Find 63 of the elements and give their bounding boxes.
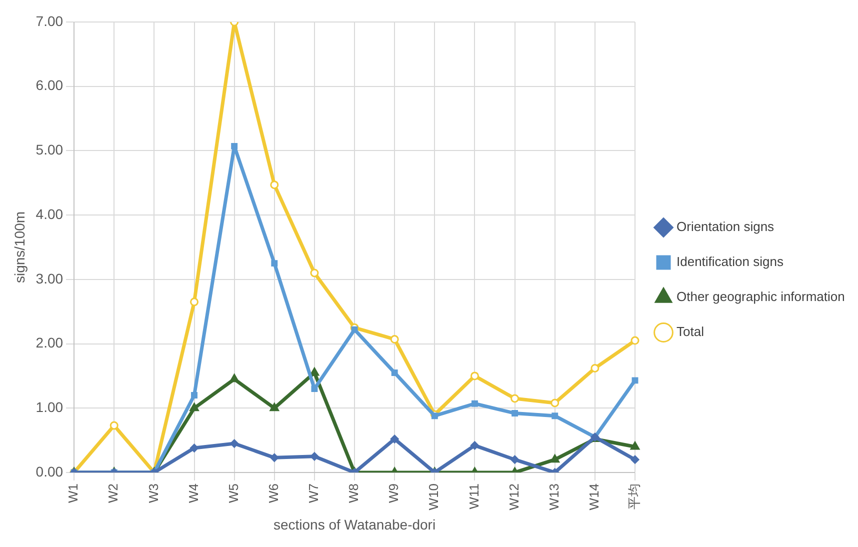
- x-tick-label: W10: [426, 483, 442, 510]
- x-tick-label: W6: [266, 483, 281, 503]
- legend-label: Other geographic information: [676, 289, 845, 304]
- point: [550, 454, 560, 463]
- point: [270, 180, 279, 190]
- y-tick-label: 7.00: [36, 12, 64, 29]
- legend-label: Orientation signs: [676, 219, 775, 234]
- x-tick-label: W13: [546, 483, 562, 510]
- x-tick-label: 平均: [626, 483, 642, 510]
- point: [190, 402, 199, 412]
- point: [271, 260, 278, 267]
- point: [310, 268, 319, 278]
- point: [630, 455, 640, 464]
- x-tick-label: W11: [466, 483, 482, 510]
- x-tick-label: W2: [106, 483, 121, 503]
- y-tick-label: 6.00: [36, 77, 64, 94]
- x-tick-label: W9: [386, 483, 402, 503]
- x-tick-label: W8: [346, 483, 362, 503]
- point: [351, 326, 358, 333]
- x-tick-label: W7: [306, 483, 322, 503]
- y-tick-label: 0.00: [36, 463, 64, 480]
- y-axis-title: signs/100m: [11, 211, 28, 284]
- point: [191, 392, 198, 398]
- x-tick-label: W14: [586, 483, 602, 510]
- point: [230, 374, 239, 382]
- x-tick-label: W1: [66, 483, 81, 503]
- y-tick-label: 4.00: [36, 206, 64, 222]
- point: [590, 364, 600, 372]
- point: [550, 398, 560, 408]
- point: [390, 335, 399, 344]
- y-tick-label: 5.00: [36, 142, 64, 158]
- point: [311, 386, 318, 392]
- x-tick-label: W12: [506, 483, 522, 510]
- y-tick-label: 1.00: [36, 398, 64, 415]
- point: [512, 410, 518, 416]
- legend-label: Total: [676, 324, 704, 340]
- point: [470, 441, 479, 450]
- point: [630, 336, 640, 345]
- point: [310, 452, 319, 461]
- x-tick-label: W5: [226, 483, 241, 503]
- point: [230, 439, 239, 448]
- y-tick-label: 3.00: [36, 270, 64, 286]
- point: [110, 421, 118, 430]
- point: [431, 412, 438, 420]
- point: [190, 298, 198, 306]
- point: [390, 434, 399, 444]
- x-tick-label: W3: [146, 483, 161, 503]
- y-tick-label: 2.00: [36, 334, 64, 351]
- point: [632, 377, 638, 384]
- point: [231, 142, 238, 150]
- point: [472, 400, 478, 407]
- point: [510, 394, 520, 403]
- point: [391, 370, 398, 376]
- point: [470, 372, 479, 380]
- legend-label: Identification signs: [676, 254, 784, 270]
- point: [310, 367, 320, 376]
- point: [510, 455, 520, 464]
- point: [630, 441, 640, 450]
- point: [190, 444, 198, 452]
- point: [552, 412, 558, 420]
- x-tick-label: W4: [186, 483, 201, 503]
- x-axis-title: sections of Watanabe-dori: [273, 516, 436, 532]
- point: [270, 402, 280, 412]
